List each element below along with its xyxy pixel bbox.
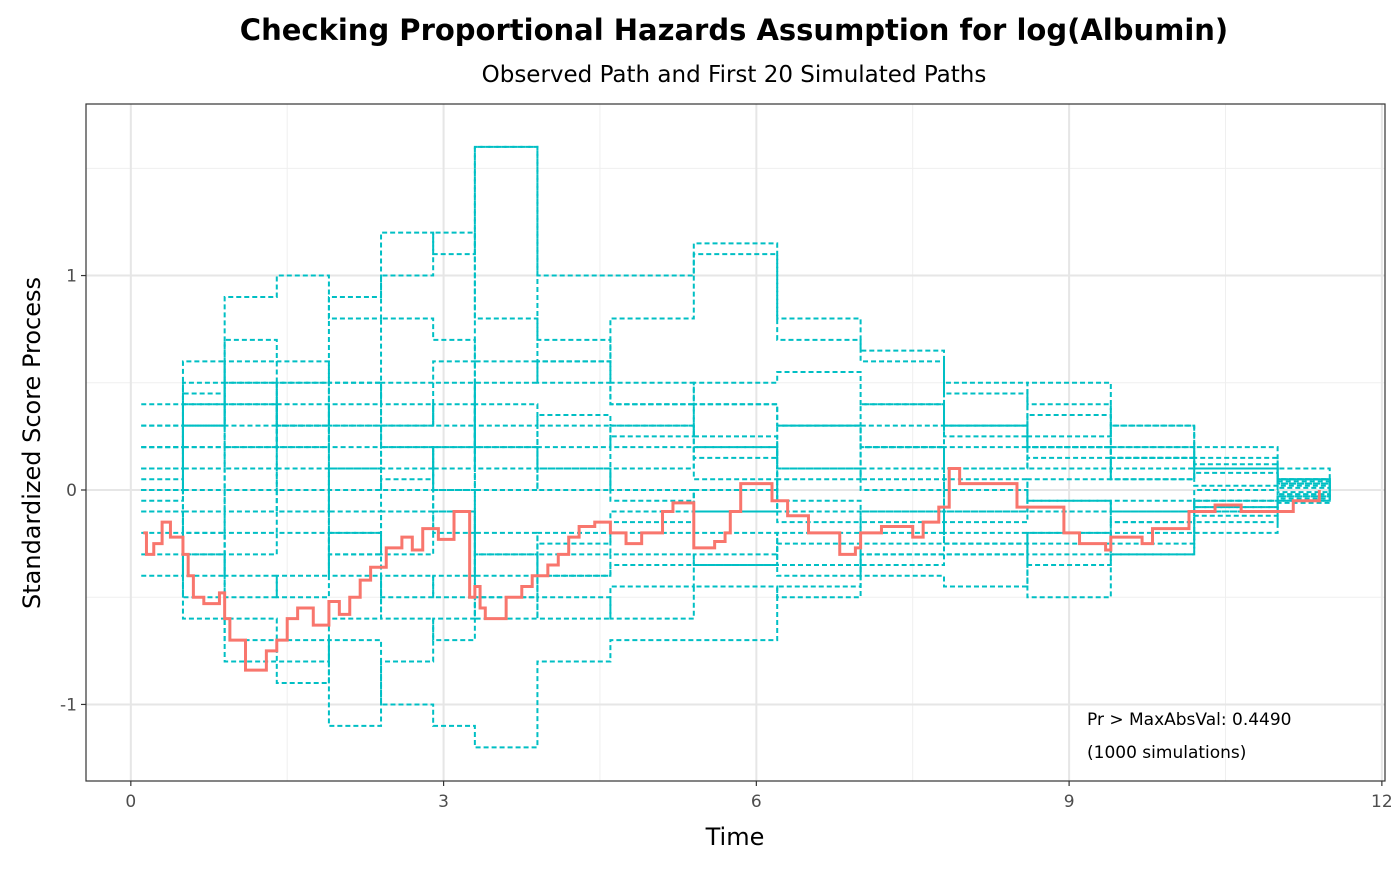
simulated-path	[141, 403, 1331, 534]
y-tick-label: 1	[66, 267, 77, 287]
simulated-path	[141, 145, 1331, 491]
chart-title: Checking Proportional Hazards Assumption…	[240, 13, 1228, 47]
y-axis-label: Standardized Score Process	[18, 277, 46, 609]
annotation-simulations: (1000 simulations)	[1087, 743, 1246, 763]
simulated-path	[141, 338, 1331, 488]
plot-panel-border	[85, 103, 1386, 782]
simulated-path	[141, 317, 1331, 513]
x-tick-label: 6	[751, 792, 762, 812]
observed-path	[143, 467, 1321, 672]
simulated-path	[141, 488, 1331, 727]
simulated-path	[141, 489, 1331, 749]
simulated-paths	[141, 145, 1331, 749]
simulated-path	[141, 489, 1331, 620]
chart-subtitle: Observed Path and First 20 Simulated Pat…	[482, 62, 987, 88]
simulated-path	[141, 403, 1331, 534]
x-tick-label: 12	[1371, 792, 1393, 812]
x-tick-label: 0	[125, 792, 136, 812]
grid	[86, 104, 1385, 781]
simulated-path	[141, 492, 1331, 663]
simulated-path	[141, 145, 1331, 490]
x-tick-label: 3	[438, 792, 449, 812]
axis-ticks: 0 3 6 9 12 -1 0 1	[60, 267, 1393, 812]
simulated-path	[141, 360, 1331, 513]
observed-path-group	[143, 467, 1321, 672]
y-tick-label: -1	[60, 695, 77, 715]
simulated-path	[141, 467, 1331, 599]
y-tick-label: 0	[66, 481, 77, 501]
x-axis-label: Time	[705, 823, 765, 851]
x-tick-label: 9	[1064, 792, 1075, 812]
annotation-pvalue: Pr > MaxAbsVal: 0.4490	[1087, 710, 1291, 730]
